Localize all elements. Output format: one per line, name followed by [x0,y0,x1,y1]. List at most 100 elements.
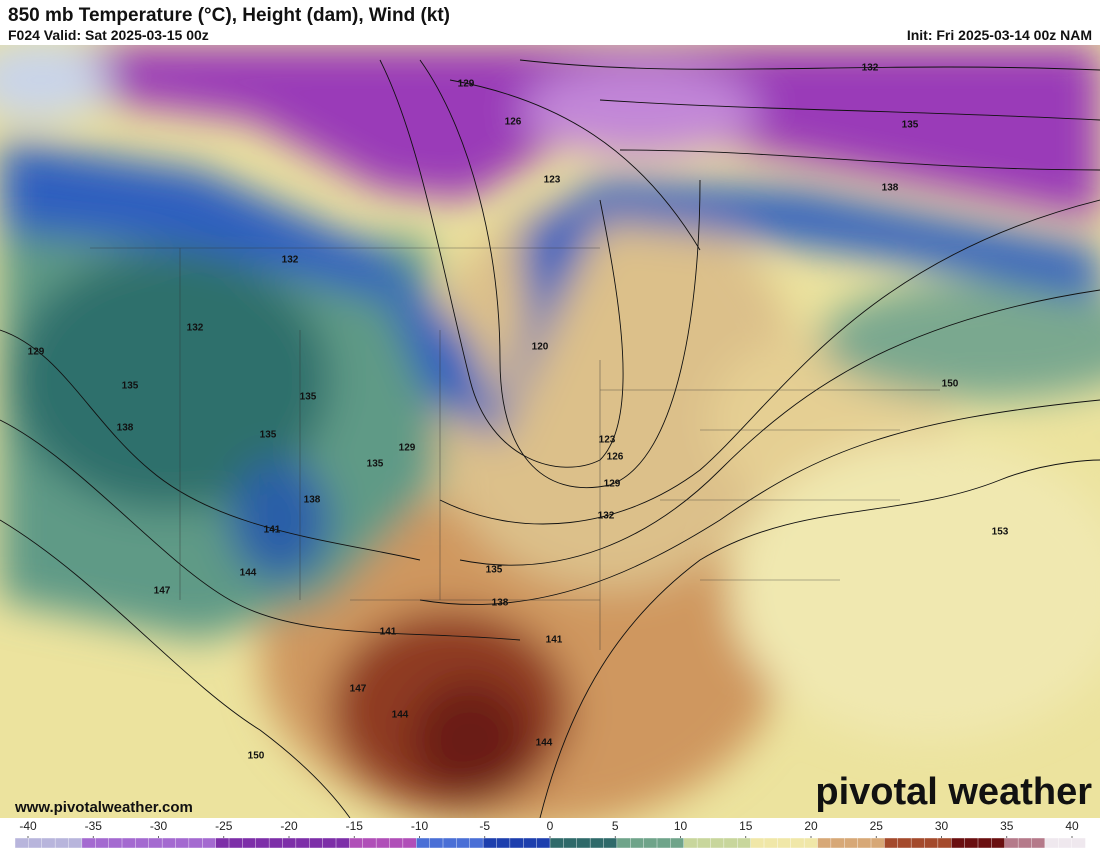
colorbar-tick-label: 35 [1000,819,1014,833]
colorbar-cell [509,837,524,849]
colorbar-cell [523,837,538,849]
contour-line [439,79,1100,525]
contour-line [419,59,701,489]
contour-label: 135 [902,120,919,131]
colorbar-cell [175,837,190,849]
colorbar-tick-label: -10 [411,819,429,833]
colorbar-cell [349,837,364,849]
contour-label: 153 [992,527,1009,538]
contour-label: 129 [28,347,45,358]
contour-label: 138 [304,495,321,506]
colorbar-cell [482,837,498,849]
colorbar-cell [763,837,779,849]
colorbar-cell [656,837,672,849]
colorbar-cell [710,837,725,849]
colorbar-cell [108,837,123,849]
colorbar-cell [817,837,832,849]
colorbar-cell [844,837,859,849]
colorbar-cell [496,837,511,849]
logo: pivotal weather [815,771,1092,813]
contour-label: 129 [604,479,621,490]
colorbar-cell [630,837,645,849]
colorbar-cell [95,837,110,849]
colorbar-cell [616,837,631,849]
colorbar-cell [282,837,297,849]
contour-label: 138 [117,423,134,434]
colorbar-cell [790,837,805,849]
contour-line [519,59,1100,171]
colorbar-cell [1031,837,1046,849]
contour-line [419,399,1100,605]
colorbar-cell [670,837,685,849]
colorbar-cell [536,837,551,849]
colorbar-cell [589,837,605,849]
colorbar-cell [924,837,939,849]
colorbar-cell [603,837,618,849]
colorbar-cell [416,837,431,849]
colorbar-cell [456,837,471,849]
contour-label: 135 [122,381,139,392]
contour-line [539,459,1100,818]
colorbar-cell [1058,837,1073,849]
init-time: Init: Fri 2025-03-14 00z NAM [907,27,1092,43]
contour-label: 135 [486,565,503,576]
colorbar-cell [937,837,952,849]
contour-label: 135 [300,392,317,403]
map-title: 850 mb Temperature (°C), Height (dam), W… [8,5,450,26]
colorbar-cell [469,837,484,849]
contour-label: 141 [264,525,281,536]
colorbar-cell [215,837,230,849]
colorbar-cell [1017,837,1033,849]
colorbar-cell [803,837,819,849]
contour-label: 129 [399,443,416,454]
colorbar-cell [576,837,591,849]
colorbar-cell [897,837,912,849]
colorbar-cell [737,837,752,849]
colorbar-cell [429,837,444,849]
colorbar-cell [228,837,244,849]
colorbar-cell [402,837,417,849]
colorbar-cell [1004,837,1019,849]
contour-label: 141 [546,635,563,646]
contour-label: 126 [607,452,624,463]
colorbar-cell [1071,837,1086,849]
colorbar-cell [202,837,217,849]
contour-label: 132 [598,511,615,522]
contour-label: 120 [532,342,549,353]
height-contours [0,59,1100,818]
colorbar-tick-label: -15 [346,819,364,833]
contour-label: 132 [282,255,299,266]
state-line [90,247,940,650]
map-field [0,45,1100,818]
colorbar-cell [750,837,765,849]
contour-label: 144 [392,710,409,721]
contour-label: 123 [544,175,561,186]
colorbar-cell [563,837,578,849]
colorbar-cell [951,837,966,849]
contour-label: 135 [367,459,384,470]
contour-label: 138 [492,598,509,609]
contour-line [379,59,624,468]
colorbar-tick-label: 40 [1065,819,1079,833]
colorbar-tick-label: -40 [19,819,37,833]
contour-label: 144 [536,738,553,749]
colorbar-tick-label: -20 [280,819,298,833]
contour-label: 150 [248,751,265,762]
colorbar-tick-label: 5 [612,819,619,833]
colorbar-cell [335,837,351,849]
colorbar-cell [991,837,1006,849]
colorbar-cell [884,837,899,849]
colorbar-cell [964,837,979,849]
colorbar-cell [683,837,698,849]
colorbar-cell [68,837,83,849]
contour-label: 123 [599,435,616,446]
colorbar-cell [255,837,270,849]
colorbar-cell [857,837,872,849]
contour-label: 147 [154,586,171,597]
colorbar: -40 -35 -30 -25 -20 -15 -10 -5 0 5 10 15 20 25 30 35 40 [0,818,1100,850]
contour-labels: 129 132 126 135 123 138 132 132 129 120 135 150 138 1… [28,63,1009,762]
colorbar-cell [910,837,926,849]
colorbar-cell [643,837,658,849]
